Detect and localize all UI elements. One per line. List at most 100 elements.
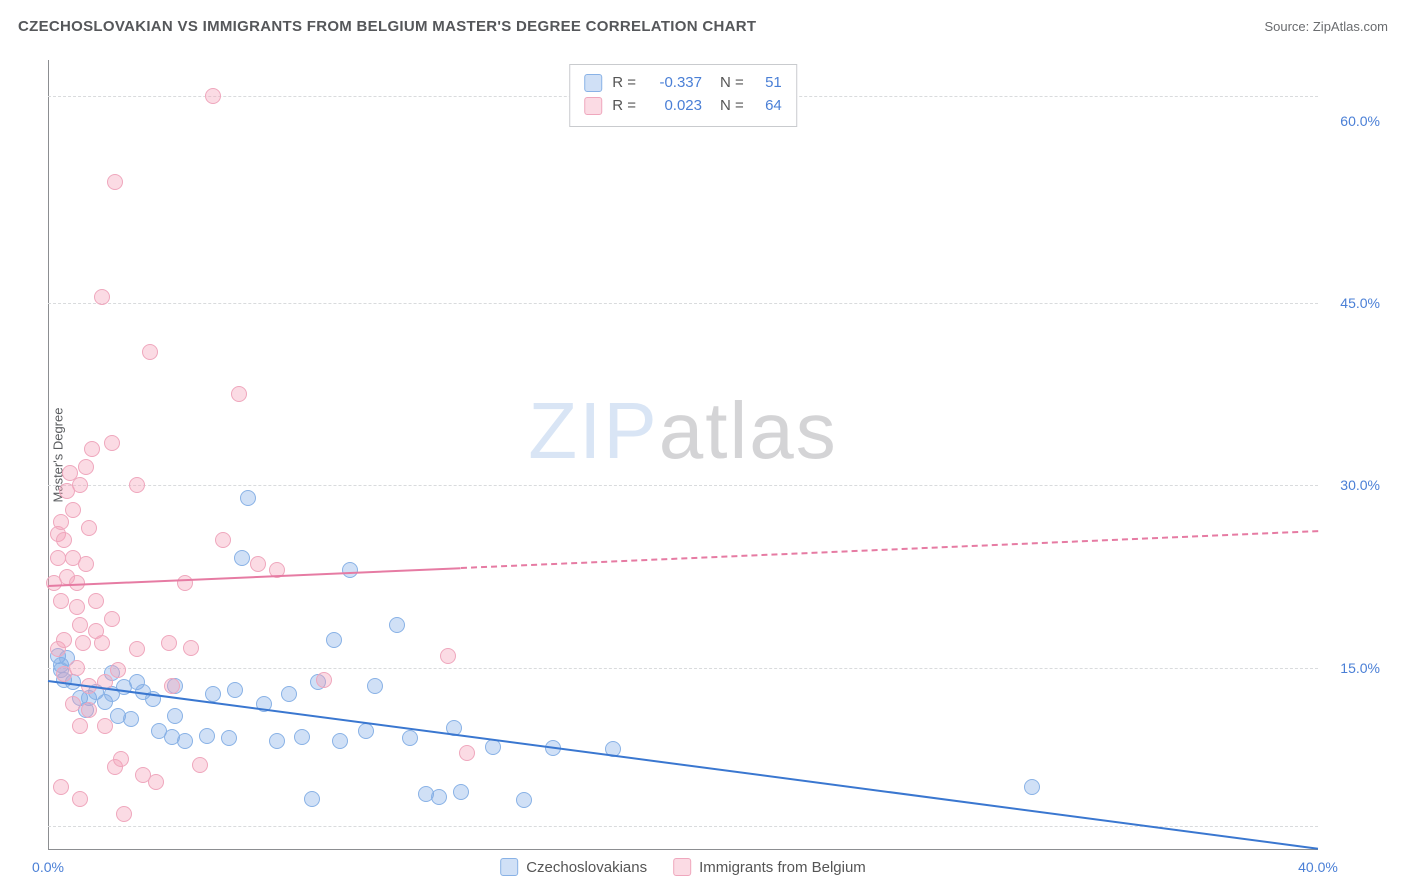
- bottom-legend: Czechoslovakians Immigrants from Belgium: [500, 858, 866, 876]
- scatter-point: [221, 730, 237, 746]
- scatter-point: [192, 757, 208, 773]
- stat-r-label-1: R =: [612, 94, 636, 117]
- scatter-point: [53, 514, 69, 530]
- y-tick-label: 45.0%: [1340, 295, 1380, 311]
- scatter-point: [72, 718, 88, 734]
- stat-legend-row-1: R = 0.023 N = 64: [584, 94, 782, 117]
- scatter-point: [97, 718, 113, 734]
- scatter-point: [304, 791, 320, 807]
- scatter-point: [53, 593, 69, 609]
- x-tick-label: 0.0%: [32, 859, 64, 875]
- scatter-point: [402, 730, 418, 746]
- scatter-point: [332, 733, 348, 749]
- scatter-point: [453, 784, 469, 800]
- bottom-legend-swatch-1: [673, 858, 691, 876]
- stat-n-value-0: 51: [754, 71, 782, 94]
- scatter-point: [389, 617, 405, 633]
- scatter-point: [1024, 779, 1040, 795]
- scatter-point: [431, 789, 447, 805]
- scatter-point: [231, 386, 247, 402]
- y-tick-label: 30.0%: [1340, 477, 1380, 493]
- stat-r-label-0: R =: [612, 71, 636, 94]
- scatter-point: [50, 550, 66, 566]
- scatter-point: [113, 751, 129, 767]
- scatter-point: [88, 593, 104, 609]
- bottom-legend-item-1: Immigrants from Belgium: [673, 858, 866, 876]
- scatter-point: [129, 641, 145, 657]
- scatter-point: [199, 728, 215, 744]
- y-axis-line: [48, 60, 49, 850]
- scatter-point: [250, 556, 266, 572]
- stat-legend-row-0: R = -0.337 N = 51: [584, 71, 782, 94]
- scatter-point: [107, 174, 123, 190]
- scatter-point: [177, 733, 193, 749]
- scatter-point: [104, 435, 120, 451]
- bottom-legend-label-0: Czechoslovakians: [526, 859, 647, 876]
- scatter-point: [81, 520, 97, 536]
- stat-n-value-1: 64: [754, 94, 782, 117]
- scatter-point: [440, 648, 456, 664]
- chart-title: CZECHOSLOVAKIAN VS IMMIGRANTS FROM BELGI…: [18, 18, 756, 35]
- stat-legend: R = -0.337 N = 51 R = 0.023 N = 64: [569, 64, 797, 127]
- scatter-point: [142, 344, 158, 360]
- y-tick-label: 15.0%: [1340, 660, 1380, 676]
- scatter-point: [164, 678, 180, 694]
- scatter-point: [75, 635, 91, 651]
- y-tick-label: 60.0%: [1340, 113, 1380, 129]
- scatter-point: [326, 632, 342, 648]
- scatter-point: [205, 88, 221, 104]
- x-tick-label: 40.0%: [1298, 859, 1338, 875]
- gridline: [48, 485, 1318, 486]
- scatter-point: [269, 733, 285, 749]
- scatter-point: [227, 682, 243, 698]
- scatter-point: [459, 745, 475, 761]
- scatter-point: [116, 806, 132, 822]
- scatter-point: [215, 532, 231, 548]
- scatter-point: [94, 289, 110, 305]
- stat-r-value-1: 0.023: [646, 94, 702, 117]
- scatter-point: [65, 502, 81, 518]
- gridline: [48, 826, 1318, 827]
- scatter-point: [294, 729, 310, 745]
- scatter-point: [69, 660, 85, 676]
- scatter-point: [240, 490, 256, 506]
- scatter-point: [358, 723, 374, 739]
- x-axis-line: [48, 849, 1318, 850]
- scatter-point: [177, 575, 193, 591]
- watermark-atlas: atlas: [659, 386, 838, 475]
- scatter-point: [281, 686, 297, 702]
- scatter-point: [161, 635, 177, 651]
- gridline: [48, 668, 1318, 669]
- watermark-zip: ZIP: [528, 386, 658, 475]
- stat-r-value-0: -0.337: [646, 71, 702, 94]
- scatter-point: [148, 774, 164, 790]
- scatter-point: [72, 791, 88, 807]
- scatter-point: [516, 792, 532, 808]
- scatter-point: [342, 562, 358, 578]
- scatter-point: [167, 708, 183, 724]
- scatter-point: [205, 686, 221, 702]
- scatter-point: [316, 672, 332, 688]
- scatter-point: [183, 640, 199, 656]
- stat-n-label-0: N =: [720, 71, 744, 94]
- trend-line: [48, 680, 1318, 850]
- scatter-point: [104, 611, 120, 627]
- scatter-point: [129, 477, 145, 493]
- scatter-point: [234, 550, 250, 566]
- stat-n-label-1: N =: [720, 94, 744, 117]
- scatter-point: [84, 441, 100, 457]
- bottom-legend-label-1: Immigrants from Belgium: [699, 859, 866, 876]
- source-attribution: Source: ZipAtlas.com: [1264, 19, 1388, 34]
- scatter-point: [123, 711, 139, 727]
- scatter-point: [65, 696, 81, 712]
- bottom-legend-item-0: Czechoslovakians: [500, 858, 647, 876]
- scatter-point: [53, 779, 69, 795]
- plot-area: Master's Degree ZIPatlas R = -0.337 N = …: [48, 60, 1318, 850]
- trend-line: [461, 530, 1318, 569]
- scatter-point: [78, 459, 94, 475]
- legend-swatch-0: [584, 74, 602, 92]
- scatter-point: [94, 635, 110, 651]
- scatter-point: [56, 632, 72, 648]
- scatter-point: [56, 532, 72, 548]
- scatter-point: [78, 556, 94, 572]
